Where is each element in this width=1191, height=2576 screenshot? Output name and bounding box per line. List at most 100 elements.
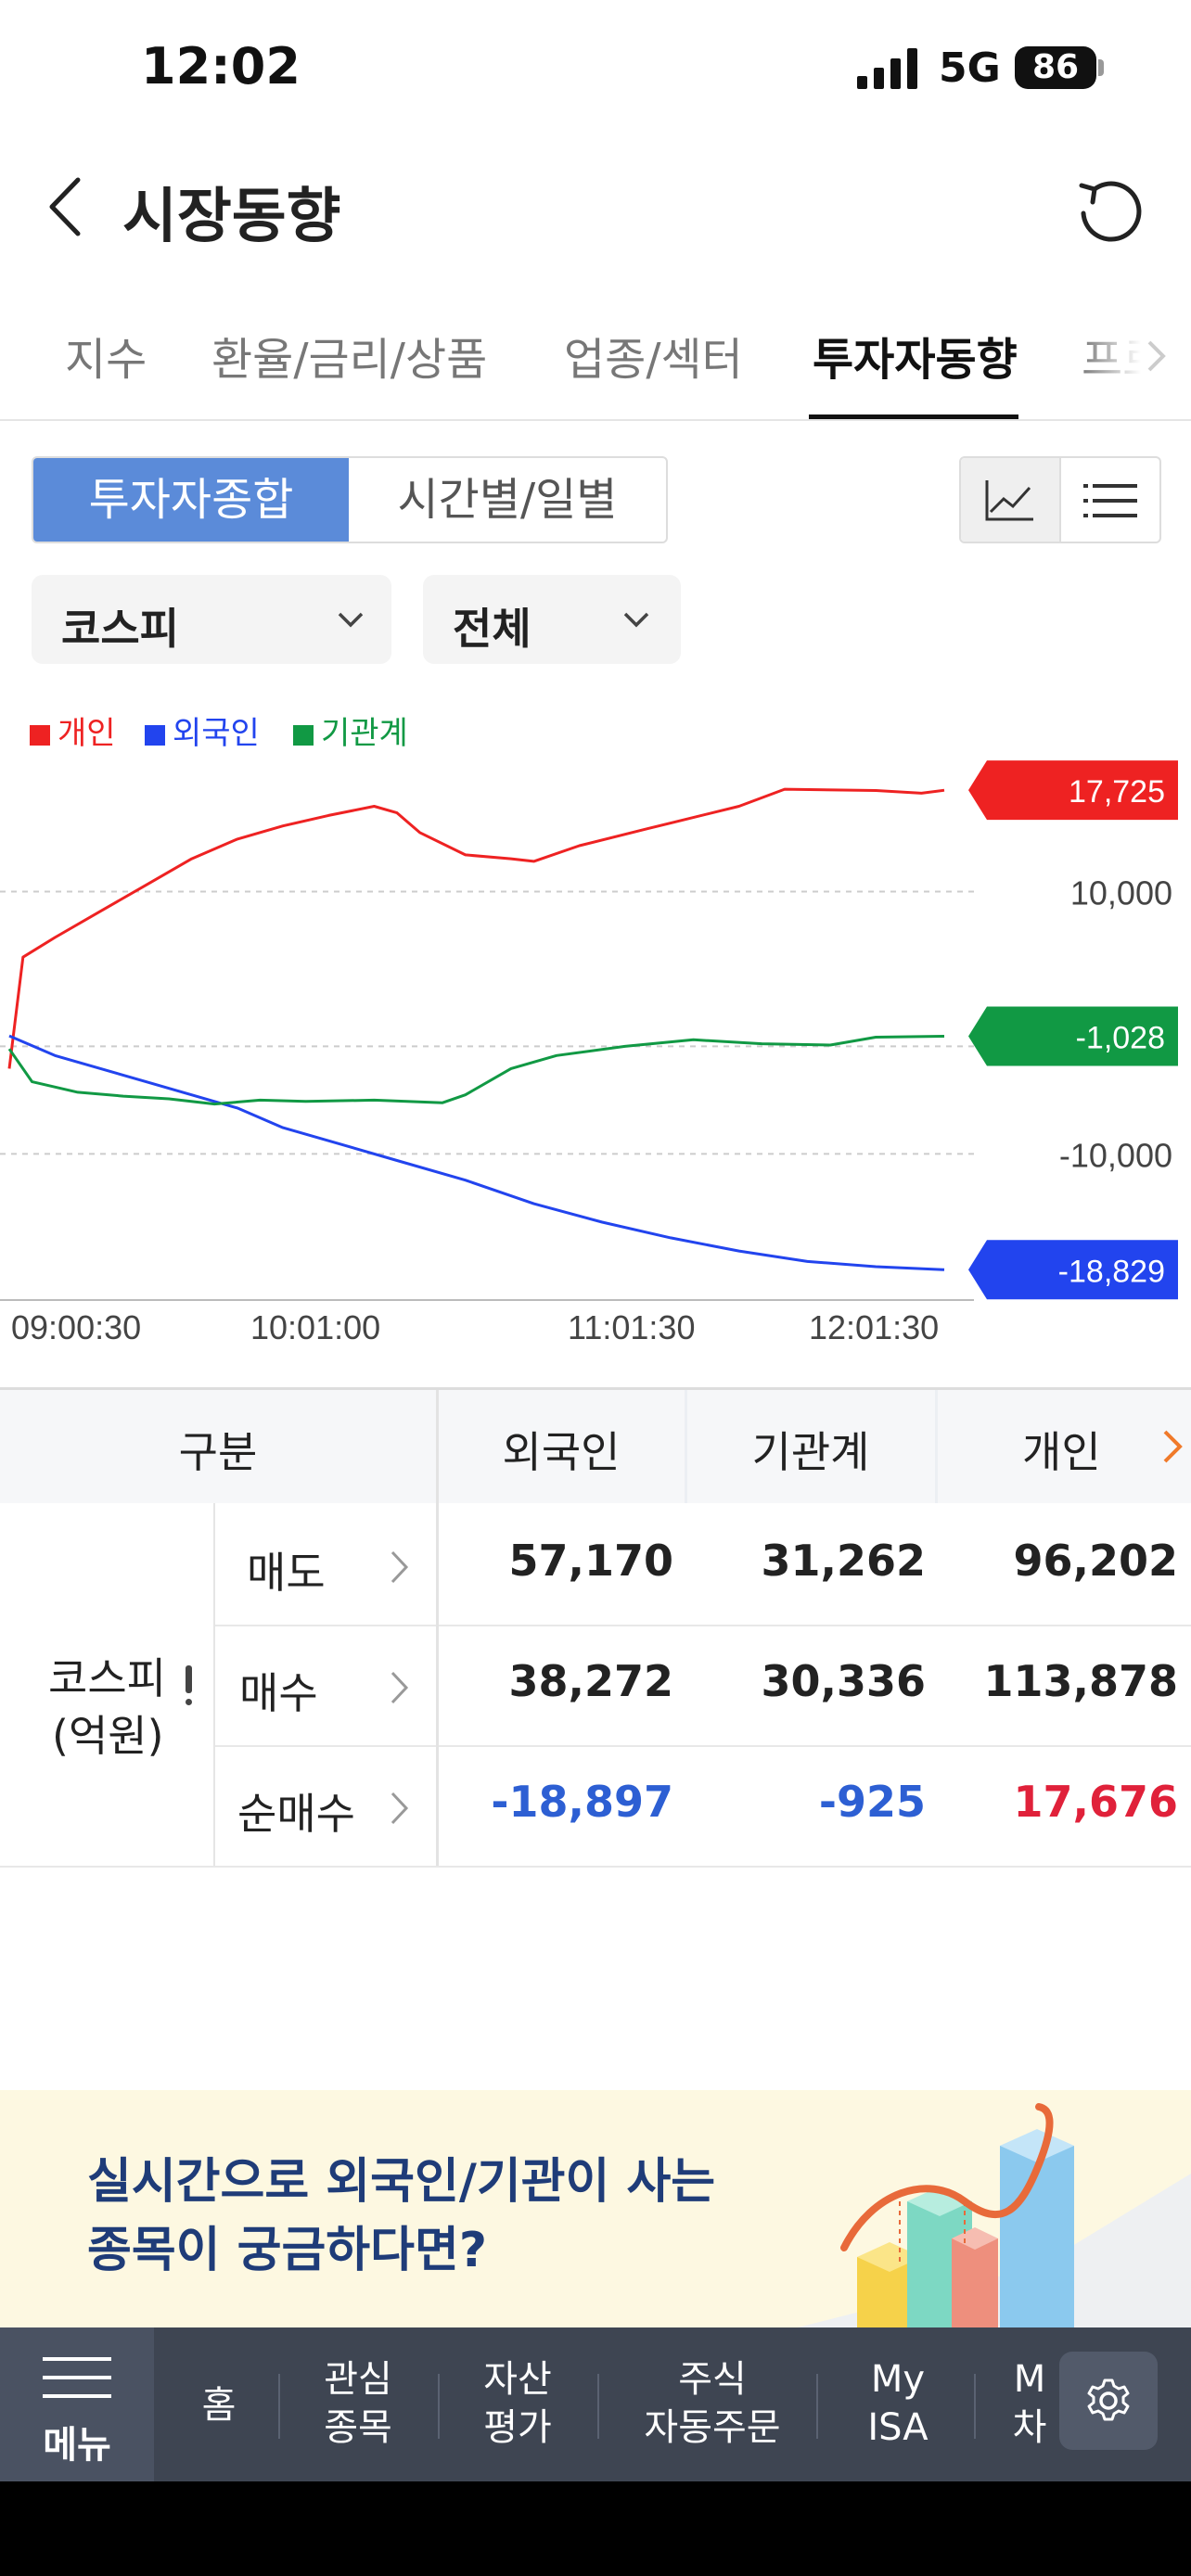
tab-sector[interactable]: 업종/섹터 <box>564 334 743 386</box>
network-label: 5G <box>939 45 1001 92</box>
nav-partial-l1: M <box>1013 2358 1046 2401</box>
scope-dropdown[interactable]: 전체 <box>423 575 681 664</box>
series-line-기관계 <box>7 1035 945 1106</box>
nav-my-isa-l2: ISA <box>867 2406 928 2449</box>
row-divider <box>0 1866 1191 1868</box>
column-divider <box>213 1503 215 1866</box>
nav-asset-l1: 자산 <box>483 2358 552 2401</box>
end-value-label: -18,829 <box>1058 1254 1165 1289</box>
scope-dropdown-value: 전체 <box>453 604 531 654</box>
back-arrow-icon[interactable] <box>46 174 83 239</box>
row-divider <box>215 1745 1191 1747</box>
column-header-individual: 개인 <box>1022 1427 1101 1477</box>
nav-separator <box>816 2374 818 2439</box>
header-divider <box>685 1390 687 1503</box>
view-toggle <box>959 456 1161 543</box>
battery-tip <box>1098 59 1104 76</box>
end-value-label: 17,725 <box>1069 774 1165 810</box>
column-header-foreign: 외국인 <box>502 1427 621 1477</box>
series-line-개인 <box>7 787 945 1069</box>
list-view-button[interactable] <box>1061 458 1159 542</box>
nav-my-isa-l1: My <box>870 2358 926 2401</box>
menu-button[interactable]: 메뉴 <box>0 2327 154 2481</box>
tab-investor-trend[interactable]: 투자자동향 <box>813 334 1018 386</box>
table-top-border <box>0 1387 1191 1390</box>
legend-label: 외국인 <box>173 715 260 752</box>
legend-swatch <box>145 725 165 746</box>
signal-icon <box>857 48 917 89</box>
refresh-icon[interactable] <box>1076 176 1145 245</box>
nav-asset[interactable]: 자산 평가 <box>462 2355 573 2452</box>
menu-label: 메뉴 <box>43 2424 111 2467</box>
legend-label: 개인 <box>58 715 116 752</box>
column-divider <box>436 1390 439 1866</box>
page-title: 시장동향 <box>122 183 341 251</box>
legend-label: 기관계 <box>321 715 408 752</box>
nav-separator <box>597 2374 599 2439</box>
x-tick-label: 11:01:30 <box>568 1308 695 1346</box>
legend-swatch <box>293 725 314 746</box>
table-cell: 38,272 <box>508 1656 673 1706</box>
hamburger-icon <box>43 2357 111 2398</box>
table-cell: 96,202 <box>1013 1536 1178 1586</box>
nav-my-isa[interactable]: My ISA <box>846 2355 950 2452</box>
chart-view-button[interactable] <box>961 458 1061 542</box>
bar-chart-illustration <box>798 2103 1191 2327</box>
tab-index[interactable]: 지수 <box>65 334 147 386</box>
legend-swatch <box>30 725 50 746</box>
unit-label: (억원) <box>52 1711 164 1761</box>
view-segment: 투자자종합 시간별/일별 <box>32 456 668 543</box>
market-dropdown[interactable]: 코스피 <box>32 575 391 664</box>
end-value-tag <box>968 760 1178 821</box>
x-tick-label: 10:01:00 <box>250 1308 380 1346</box>
chevron-right-icon[interactable] <box>390 1669 410 1706</box>
nav-watchlist-l2: 종목 <box>324 2406 392 2449</box>
tab-scroll-icon[interactable] <box>1146 339 1167 373</box>
promo-banner[interactable] <box>0 2090 1191 2327</box>
nav-auto-order[interactable]: 주식 자동주문 <box>631 2355 794 2452</box>
segment-hourly-daily[interactable]: 시간별/일별 <box>397 474 618 526</box>
info-icon[interactable] <box>186 1665 192 1693</box>
nav-separator <box>278 2374 280 2439</box>
table-cell: 57,170 <box>508 1536 673 1586</box>
row-label-net-buy[interactable]: 순매수 <box>237 1789 355 1839</box>
info-icon-dot <box>186 1699 192 1705</box>
nav-auto-order-l2: 자동주문 <box>644 2406 781 2449</box>
row-label-buy[interactable]: 매수 <box>239 1668 318 1718</box>
y-tick-label: -10,000 <box>1059 1136 1172 1174</box>
scroll-right-icon[interactable] <box>1161 1428 1184 1465</box>
segment-investor-summary[interactable]: 투자자종합 <box>33 458 349 542</box>
nav-watchlist-l1: 관심 <box>324 2358 392 2401</box>
settings-button[interactable] <box>1059 2352 1158 2450</box>
nav-separator <box>438 2374 440 2439</box>
table-header <box>0 1390 1191 1503</box>
row-label-sell[interactable]: 매도 <box>247 1548 326 1598</box>
chevron-right-icon[interactable] <box>390 1549 410 1586</box>
table-cell: 17,676 <box>1013 1777 1178 1827</box>
end-value-tag <box>968 1240 1178 1300</box>
table-cell: -18,897 <box>491 1777 673 1827</box>
header-divider <box>935 1390 938 1503</box>
chevron-down-icon <box>623 612 649 628</box>
table-cell: 31,262 <box>761 1536 926 1586</box>
battery-icon: 86 <box>1015 46 1096 89</box>
gear-icon <box>1087 2378 1130 2421</box>
status-time: 12:02 <box>141 37 301 96</box>
chevron-right-icon[interactable] <box>390 1790 410 1827</box>
column-header-institution: 기관계 <box>751 1427 870 1477</box>
investor-trend-chart: 10,000 -10,000 09:00:30 10:01:00 11:01:30 12:… <box>0 715 1178 1346</box>
banner-line-2: 종목이 궁금하다면? <box>87 2223 487 2278</box>
table-cell: 30,336 <box>761 1656 926 1706</box>
bottom-nav <box>0 2327 1191 2481</box>
market-group-label: 코스피 <box>48 1653 166 1703</box>
system-bar <box>0 2481 1191 2576</box>
tab-underline <box>809 414 1018 419</box>
table-cell: 113,878 <box>983 1656 1178 1706</box>
row-divider <box>215 1625 1191 1626</box>
tab-exchange-rate[interactable]: 환율/금리/상품 <box>211 334 488 386</box>
nav-home[interactable]: 홈 <box>201 2384 237 2427</box>
market-dropdown-value: 코스피 <box>61 604 179 654</box>
x-tick-label: 12:01:30 <box>809 1308 939 1346</box>
